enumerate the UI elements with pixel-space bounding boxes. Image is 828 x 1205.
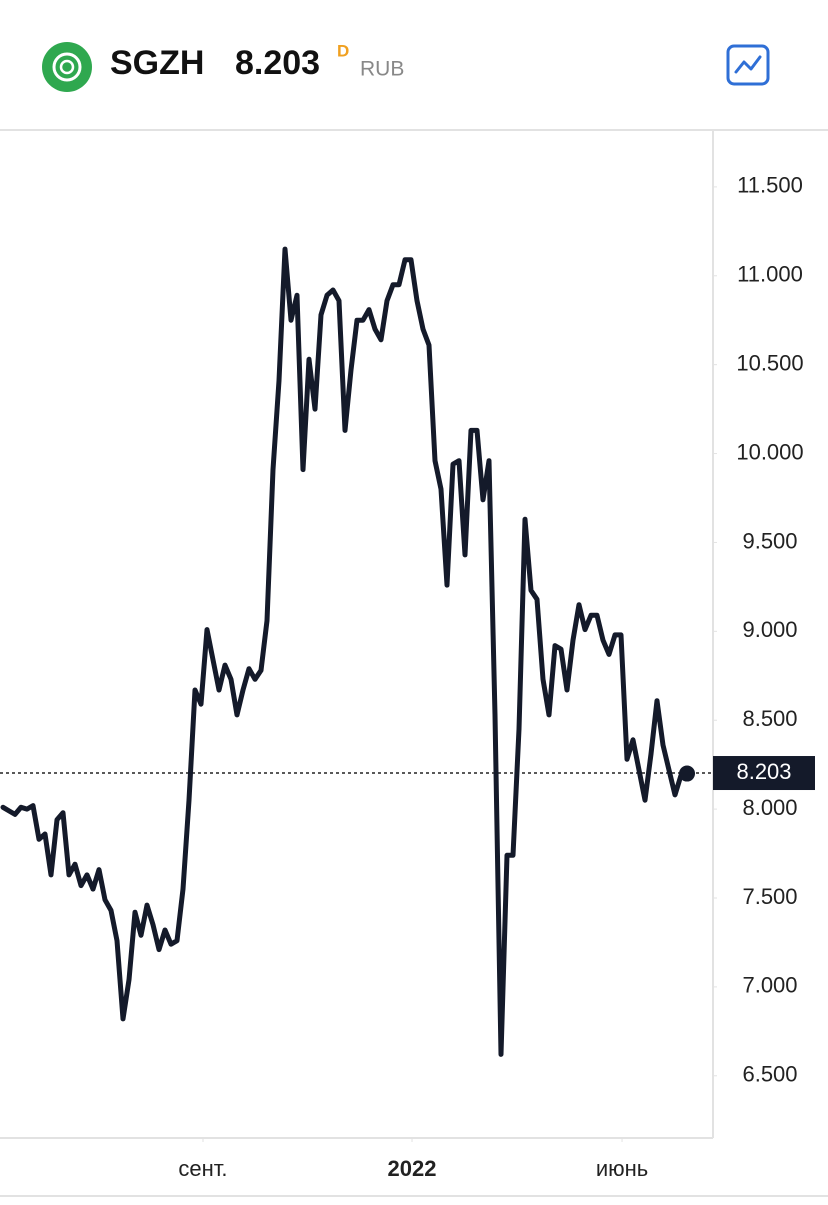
button-icon [734, 55, 762, 74]
chart-frame [0, 129, 828, 1197]
x-tick-label: 2022 [388, 1156, 437, 1181]
y-tick-label: 11.000 [737, 262, 803, 287]
y-tick-label: 7.500 [742, 884, 797, 909]
price: 8.203 [235, 44, 320, 82]
y-tick-label: 10.000 [736, 439, 803, 464]
y-tick-label: 9.000 [742, 617, 797, 642]
badge: D [337, 41, 349, 60]
logo-ring [52, 52, 82, 82]
logo-ring-inner [59, 59, 75, 75]
plot: 6.500 7.000 7.500 8.000 8.500 9.000 9.500 10.00… [0, 173, 815, 1181]
y-tick-label: 8.000 [742, 795, 797, 820]
x-tick-label: июнь [596, 1156, 648, 1181]
y-tick-label: 10.500 [736, 350, 803, 375]
currency: RUB [360, 58, 404, 81]
y-tick-label: 9.500 [742, 528, 797, 553]
header: SGZH 8.203 D RUB [42, 41, 770, 92]
y-tick-label: 7.000 [742, 973, 797, 998]
y-tick-label: 8.500 [742, 706, 797, 731]
last-price-label: 8.203 [736, 759, 791, 784]
ticker: SGZH [110, 44, 204, 82]
y-tick-label: 6.500 [742, 1062, 797, 1087]
last-price-box [713, 756, 815, 791]
last-point [679, 765, 696, 782]
logo [42, 42, 92, 92]
chart-type-button[interactable] [726, 44, 770, 86]
y-tick-label: 11.500 [737, 173, 803, 198]
price-line [0, 246, 690, 1057]
x-tick-label: сент. [178, 1156, 227, 1181]
